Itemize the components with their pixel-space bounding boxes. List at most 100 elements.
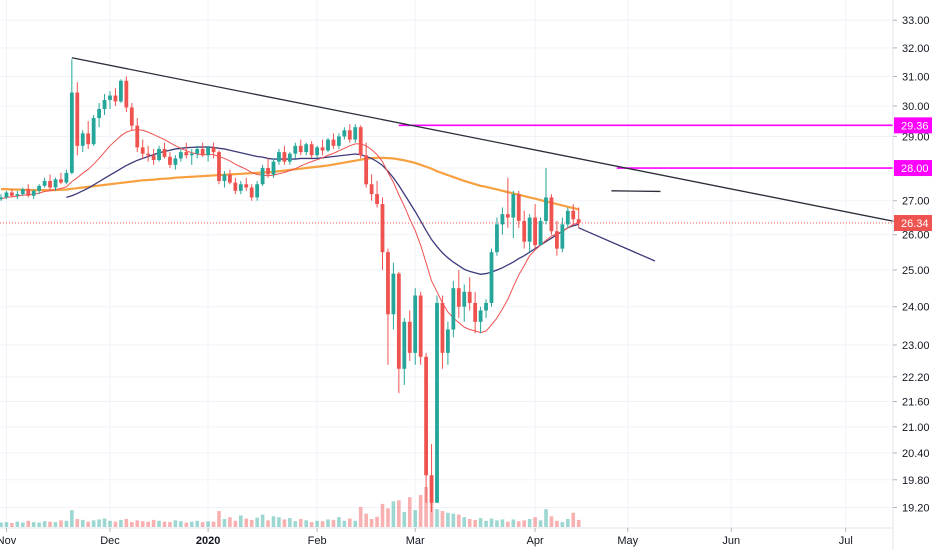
candle-body[interactable]: [69, 92, 74, 173]
candle-body[interactable]: [484, 302, 488, 311]
candle-body[interactable]: [124, 80, 129, 108]
candle-body[interactable]: [396, 273, 401, 369]
candle-body[interactable]: [315, 147, 319, 156]
candle-body[interactable]: [353, 127, 358, 140]
candle-body[interactable]: [342, 130, 347, 137]
candle-body[interactable]: [249, 187, 254, 198]
candle-body[interactable]: [4, 192, 9, 198]
candle-body[interactable]: [364, 155, 369, 185]
candle-body[interactable]: [255, 184, 260, 198]
candle-body[interactable]: [233, 182, 238, 191]
candle-body[interactable]: [173, 158, 178, 165]
candle-body[interactable]: [37, 185, 42, 191]
candle-body[interactable]: [358, 127, 363, 156]
candle-body[interactable]: [402, 321, 407, 369]
candle-body[interactable]: [516, 194, 521, 221]
candle-body[interactable]: [560, 224, 565, 249]
candle-body[interactable]: [0, 197, 3, 200]
trendline[interactable]: [71, 57, 906, 225]
candle-body[interactable]: [287, 153, 292, 162]
candle-body[interactable]: [20, 189, 25, 195]
candle-body[interactable]: [347, 130, 352, 140]
candle-body[interactable]: [407, 321, 412, 353]
candle-body[interactable]: [260, 168, 265, 185]
candle-body[interactable]: [538, 220, 543, 246]
candle-body[interactable]: [15, 194, 20, 196]
candle-body[interactable]: [151, 155, 156, 161]
candle-body[interactable]: [282, 152, 287, 162]
candle-body[interactable]: [462, 291, 467, 307]
candle-body[interactable]: [413, 295, 418, 353]
candle-body[interactable]: [576, 219, 581, 224]
candle-body[interactable]: [571, 210, 576, 220]
candle-body[interactable]: [293, 145, 298, 154]
candle-body[interactable]: [298, 145, 303, 153]
candle-body[interactable]: [26, 189, 31, 196]
candles[interactable]: [0, 59, 581, 513]
candle-body[interactable]: [42, 180, 47, 186]
candle-body[interactable]: [456, 288, 461, 307]
trendline[interactable]: [611, 190, 661, 193]
candle-body[interactable]: [386, 252, 390, 315]
candle-body[interactable]: [75, 92, 80, 146]
candle-body[interactable]: [391, 273, 396, 315]
candle-body[interactable]: [108, 95, 112, 100]
candle-body[interactable]: [500, 214, 505, 225]
candle-body[interactable]: [228, 174, 232, 183]
candle-body[interactable]: [533, 217, 537, 246]
candle-body[interactable]: [467, 291, 472, 303]
candle-body[interactable]: [555, 231, 559, 249]
candle-body[interactable]: [331, 139, 336, 146]
candle-body[interactable]: [64, 172, 69, 183]
candle-body[interactable]: [113, 95, 118, 102]
candle-body[interactable]: [495, 224, 499, 253]
candle-body[interactable]: [375, 194, 379, 205]
candle-body[interactable]: [451, 288, 456, 330]
candle-body[interactable]: [527, 217, 532, 242]
candle-body[interactable]: [337, 136, 341, 146]
trendline[interactable]: [578, 227, 656, 262]
candle-body[interactable]: [80, 133, 85, 146]
candle-body[interactable]: [369, 184, 374, 195]
candle-body[interactable]: [48, 180, 52, 188]
candle-body[interactable]: [505, 214, 510, 218]
candle-body[interactable]: [440, 302, 445, 353]
candle-body[interactable]: [549, 197, 554, 232]
candle-body[interactable]: [59, 179, 63, 183]
candle-body[interactable]: [102, 99, 107, 109]
candle-body[interactable]: [277, 152, 281, 162]
candle-body[interactable]: [86, 133, 91, 145]
candle-body[interactable]: [119, 80, 123, 102]
candle-body[interactable]: [380, 204, 385, 253]
candle-body[interactable]: [135, 125, 140, 148]
candle-body[interactable]: [473, 302, 478, 322]
candle-body[interactable]: [168, 156, 172, 165]
candle-body[interactable]: [178, 152, 183, 159]
candle-body[interactable]: [53, 179, 58, 188]
candle-body[interactable]: [424, 356, 428, 476]
candle-body[interactable]: [326, 139, 330, 151]
candle-body[interactable]: [544, 197, 548, 221]
candle-body[interactable]: [429, 475, 434, 503]
candle-body[interactable]: [129, 107, 134, 126]
candle-body[interactable]: [184, 152, 189, 156]
candle-body[interactable]: [189, 153, 194, 156]
candle-body[interactable]: [157, 148, 161, 161]
candle-body[interactable]: [320, 147, 325, 151]
trendlines[interactable]: [71, 57, 906, 262]
candle-body[interactable]: [195, 148, 200, 154]
candle-body[interactable]: [446, 329, 450, 353]
candle-body[interactable]: [97, 108, 101, 119]
candle-body[interactable]: [211, 147, 216, 153]
candle-body[interactable]: [146, 153, 151, 156]
candle-body[interactable]: [244, 184, 249, 188]
candle-body[interactable]: [565, 210, 570, 225]
candle-body[interactable]: [304, 144, 309, 153]
candle-body[interactable]: [162, 148, 167, 157]
candle-body[interactable]: [91, 118, 96, 145]
candle-body[interactable]: [31, 190, 36, 196]
candle-body[interactable]: [271, 161, 276, 175]
candle-body[interactable]: [200, 148, 205, 156]
